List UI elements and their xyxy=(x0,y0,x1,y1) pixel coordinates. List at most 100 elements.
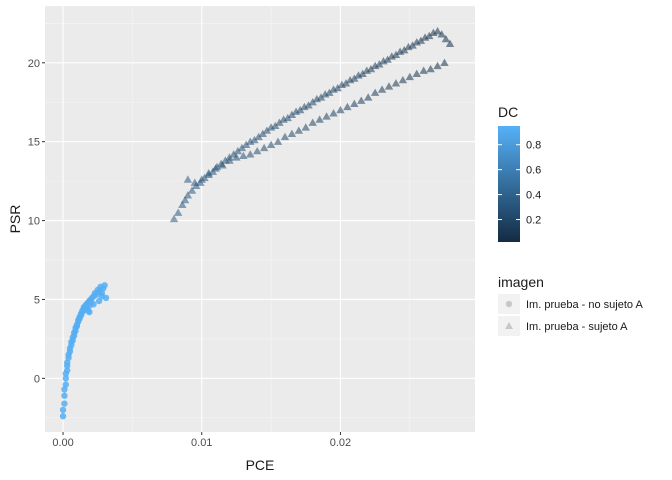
color-legend-tick-label: 0.6 xyxy=(526,165,541,177)
shape-legend-label: Im. prueba - no sujeto A xyxy=(526,299,643,311)
data-point-triangle xyxy=(325,88,334,96)
data-point-triangle xyxy=(391,50,401,59)
data-point-triangle xyxy=(383,55,392,63)
data-point-triangle xyxy=(237,143,247,152)
data-point-triangle xyxy=(253,146,262,155)
data-point-triangle xyxy=(283,113,292,122)
data-point-triangle xyxy=(398,75,408,84)
data-point-circle xyxy=(101,282,108,289)
data-point-triangle xyxy=(301,123,310,131)
data-point-triangle xyxy=(169,214,179,223)
data-point-triangle xyxy=(343,102,352,111)
data-point-triangle xyxy=(308,98,317,106)
data-point-triangle xyxy=(370,88,380,96)
color-legend-title: DC xyxy=(498,104,518,120)
data-point-triangle xyxy=(308,118,317,126)
data-point-triangle xyxy=(377,85,387,93)
color-legend-tick-label: 0.8 xyxy=(526,140,541,152)
y-tick-label: 5 xyxy=(34,294,40,306)
data-point-circle xyxy=(63,367,71,374)
color-legend-ticks: 0.2 0.4 0.6 0.8 xyxy=(498,140,541,227)
y-axis-ticks: 0 5 10 15 20 xyxy=(28,58,45,385)
data-point-triangle xyxy=(341,79,351,87)
y-tick-label: 10 xyxy=(28,216,40,228)
data-point-triangle xyxy=(294,126,304,134)
data-point-triangle xyxy=(287,110,297,119)
data-point-triangle xyxy=(183,175,193,183)
data-point-circle xyxy=(95,297,103,305)
x-tick-label: 0.02 xyxy=(330,437,351,449)
data-point-triangle xyxy=(366,64,376,73)
data-point-triangle xyxy=(258,129,267,137)
data-point-triangle xyxy=(391,79,401,87)
data-point-triangle xyxy=(183,191,193,199)
data-point-triangle xyxy=(271,121,280,130)
data-point-triangle xyxy=(246,150,255,158)
data-point-triangle xyxy=(287,129,297,137)
data-point-triangle xyxy=(316,93,326,101)
data-point-triangle xyxy=(336,105,345,114)
color-legend: DC 0.2 0.4 0.6 0.8 xyxy=(498,104,541,242)
data-point-triangle xyxy=(225,156,234,164)
data-point-triangle xyxy=(262,126,272,134)
data-point-triangle xyxy=(233,146,243,155)
data-point-triangle xyxy=(254,132,263,141)
data-point-triangle xyxy=(273,137,283,145)
data-point-triangle xyxy=(433,27,442,35)
data-point-triangle xyxy=(211,164,220,172)
shape-legend-title: imagen xyxy=(498,274,544,290)
x-tick-label: 0.00 xyxy=(52,437,73,449)
data-point-triangle xyxy=(425,31,434,40)
data-point-triangle xyxy=(187,186,197,194)
data-point-triangle xyxy=(412,69,421,77)
data-point-triangle xyxy=(178,200,187,208)
data-point-circle xyxy=(61,400,68,407)
x-axis-title: PCE xyxy=(246,457,275,473)
data-point-triangle xyxy=(280,132,290,141)
data-point-triangle xyxy=(400,45,409,54)
data-points xyxy=(59,27,455,420)
y-tick-label: 15 xyxy=(28,137,40,149)
data-point-triangle xyxy=(259,143,269,152)
data-point-triangle xyxy=(350,74,359,82)
data-point-triangle xyxy=(304,101,313,109)
data-point-triangle xyxy=(375,60,384,68)
data-point-triangle xyxy=(180,195,190,204)
data-point-triangle xyxy=(405,72,415,81)
y-axis-title: PSR xyxy=(7,205,23,234)
data-point-triangle xyxy=(275,118,284,126)
color-legend-bar xyxy=(498,126,520,242)
data-point-triangle xyxy=(358,69,367,77)
major-grid xyxy=(45,6,475,432)
data-point-triangle xyxy=(190,178,200,186)
data-point-triangle xyxy=(204,169,213,177)
data-point-circle xyxy=(86,308,93,316)
data-point-circle xyxy=(62,381,70,388)
data-point-triangle xyxy=(384,82,394,90)
data-point-triangle xyxy=(426,64,435,73)
data-point-triangle xyxy=(363,93,373,101)
data-point-triangle xyxy=(296,105,305,114)
data-point-triangle xyxy=(437,30,446,38)
data-point-triangle xyxy=(445,39,455,48)
data-point-triangle xyxy=(266,140,276,148)
data-point-circle xyxy=(61,392,68,399)
data-point-circle xyxy=(90,301,97,308)
shape-legend-triangle-icon xyxy=(505,322,513,329)
data-point-triangle xyxy=(197,175,206,183)
data-point-triangle xyxy=(433,61,442,70)
y-tick-label: 0 xyxy=(34,373,40,385)
data-point-triangle xyxy=(350,99,359,107)
shape-legend-circle-icon xyxy=(505,300,513,308)
plot-panel xyxy=(45,6,475,432)
data-point-circle xyxy=(59,413,67,420)
data-point-triangle xyxy=(333,83,342,92)
data-point-triangle xyxy=(440,58,449,66)
data-point-triangle xyxy=(419,66,428,74)
shape-legend-label: Im. prueba - sujeto A xyxy=(526,321,628,333)
data-point-triangle xyxy=(232,153,241,161)
x-axis-ticks: 0.00 0.01 0.02 xyxy=(52,432,351,449)
data-point-triangle xyxy=(173,208,183,216)
shape-legend: imagen Im. prueba - no sujeto A Im. prueb… xyxy=(498,274,643,336)
